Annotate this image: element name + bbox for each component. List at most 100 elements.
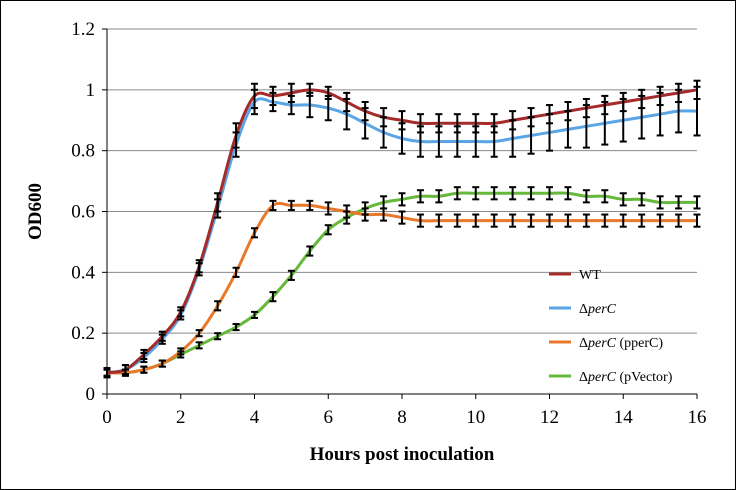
- error-bar: [472, 125, 480, 158]
- error-bar: [546, 213, 553, 228]
- error-bar: [398, 122, 406, 155]
- error-bar: [564, 110, 572, 149]
- y-tick-label: 0: [86, 384, 96, 405]
- error-bar: [490, 213, 498, 228]
- error-bar: [343, 210, 351, 225]
- error-bar: [416, 189, 424, 204]
- legend-label: WT: [579, 268, 601, 283]
- error-bar: [546, 186, 553, 201]
- error-bar: [435, 189, 443, 204]
- axes: [102, 28, 698, 399]
- error-bar: [232, 131, 240, 158]
- error-bar: [509, 213, 517, 228]
- error-bar: [232, 266, 240, 278]
- error-bar: [490, 125, 498, 158]
- error-bar: [287, 199, 295, 211]
- error-bar: [619, 192, 627, 207]
- error-bar: [638, 213, 646, 228]
- legend-label: ΔperC (pperC): [579, 336, 663, 351]
- error-bar: [601, 189, 609, 204]
- error-bar: [453, 186, 461, 201]
- error-bar: [158, 333, 166, 345]
- error-bar: [251, 227, 258, 239]
- legend: WT ΔperC ΔperC (pperC) ΔperC (pVector): [549, 268, 673, 385]
- error-bar: [453, 125, 461, 158]
- error-bar: [453, 213, 461, 228]
- error-bar: [380, 195, 388, 210]
- error-bar: [490, 186, 498, 201]
- error-bar: [324, 224, 332, 236]
- error-bar: [527, 116, 535, 155]
- error-bar: [472, 186, 480, 201]
- error-bar: [509, 119, 517, 158]
- error-bar: [103, 368, 111, 377]
- y-tick-label: 0.6: [71, 202, 95, 223]
- error-bar: [121, 368, 129, 377]
- x-tick-label: 0: [102, 407, 112, 428]
- error-bar: [269, 291, 277, 303]
- error-bar: [195, 329, 203, 338]
- error-bar: [324, 201, 332, 216]
- error-bar: [416, 213, 424, 228]
- error-bar: [435, 125, 443, 158]
- error-bar: [582, 213, 590, 228]
- error-bar: [693, 195, 701, 210]
- error-bar: [306, 245, 314, 257]
- error-bar: [582, 104, 590, 149]
- error-bar: [195, 262, 203, 277]
- error-bar: [361, 201, 369, 216]
- error-bar: [158, 359, 166, 368]
- x-tick-label: 4: [250, 407, 260, 428]
- error-bar: [287, 94, 295, 116]
- x-tick-label: 6: [324, 407, 334, 428]
- legend-item: WT: [549, 268, 601, 283]
- error-bar: [675, 88, 683, 134]
- error-bar: [435, 213, 443, 228]
- error-bar: [232, 323, 240, 332]
- error-bar: [140, 351, 148, 364]
- error-bar: [398, 192, 406, 207]
- x-tick-label: 16: [688, 407, 707, 428]
- error-bar: [214, 300, 222, 312]
- y-tick-label: 0.2: [71, 323, 95, 344]
- x-tick-label: 2: [176, 407, 186, 428]
- y-tick-label: 0.4: [71, 262, 95, 283]
- error-bar: [564, 213, 572, 228]
- x-tick-label: 10: [466, 407, 485, 428]
- x-tick-label: 12: [540, 407, 559, 428]
- error-bar: [343, 97, 351, 131]
- error-bar: [656, 195, 664, 210]
- error-bar: [269, 91, 277, 113]
- error-bar: [398, 210, 406, 225]
- error-bar: [527, 213, 535, 228]
- error-bar: [472, 213, 480, 228]
- error-bar: [582, 189, 590, 204]
- error-bar: [306, 199, 314, 211]
- legend-item: ΔperC (pVector): [549, 370, 673, 385]
- error-bar: [693, 213, 701, 228]
- error-bar: [416, 125, 424, 158]
- error-bar: [380, 116, 388, 149]
- y-tick-label: 1: [86, 80, 96, 101]
- legend-label: ΔperC: [579, 302, 617, 317]
- error-bar: [287, 269, 295, 281]
- error-bar: [619, 213, 627, 228]
- gridlines: [107, 28, 697, 334]
- legend-item: ΔperC: [549, 302, 617, 317]
- y-tick-label: 1.2: [71, 19, 95, 40]
- error-bar: [361, 107, 369, 140]
- y-axis-title: OD600: [25, 183, 46, 240]
- error-bars: [103, 79, 701, 379]
- error-bar: [675, 195, 683, 210]
- error-bar: [601, 213, 609, 228]
- error-bar: [693, 85, 701, 137]
- error-bar: [195, 341, 203, 350]
- error-bar: [601, 101, 609, 146]
- error-bar: [251, 310, 258, 319]
- error-bar: [269, 199, 277, 211]
- error-bar: [324, 94, 332, 122]
- error-bar: [509, 186, 517, 201]
- error-bar: [546, 113, 553, 152]
